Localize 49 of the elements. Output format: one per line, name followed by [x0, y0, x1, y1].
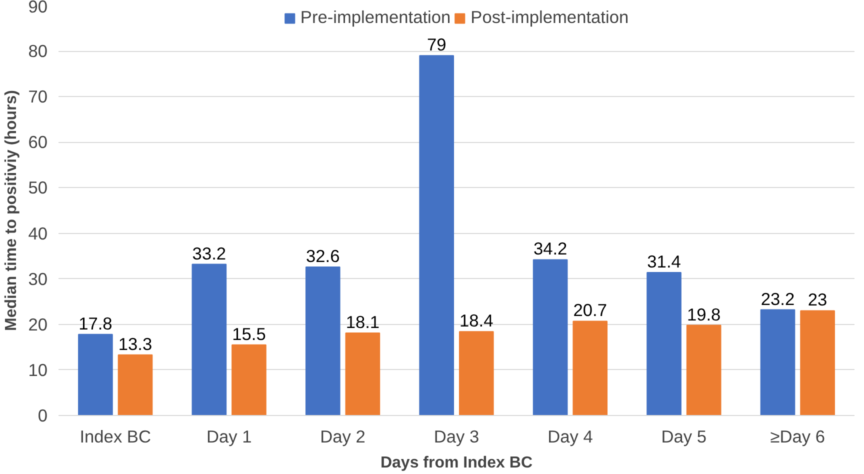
x-tick-label: ≥Day 6	[770, 426, 826, 446]
data-label: 17.8	[78, 313, 112, 334]
data-label: 19.8	[686, 304, 721, 324]
y-tick-label: 60	[28, 132, 48, 152]
x-axis-title: Days from Index BC	[380, 454, 533, 472]
x-tick-label: Day 1	[206, 426, 252, 446]
bar	[118, 354, 153, 416]
data-label: 79	[426, 34, 446, 55]
bar	[419, 55, 454, 416]
data-label: 18.4	[460, 310, 494, 331]
data-label: 18.1	[346, 312, 380, 332]
bar	[232, 344, 266, 416]
data-label: 23	[808, 290, 828, 310]
x-tick-label: Day 3	[434, 426, 480, 446]
bar	[800, 310, 835, 416]
y-tick-label: 40	[28, 223, 48, 244]
data-label: 34.2	[533, 238, 568, 259]
data-label: 31.4	[647, 251, 682, 272]
bar	[345, 332, 380, 416]
bar	[78, 334, 113, 416]
y-tick-label: 0	[38, 406, 48, 426]
y-tick-label: 10	[28, 360, 48, 380]
data-label: 13.3	[118, 334, 152, 354]
y-axis-title: Median time to positiviy (hours)	[3, 90, 20, 331]
legend-label: Post-implementation	[470, 7, 629, 28]
y-tick-label: 80	[28, 41, 48, 62]
x-tick-label: Day 5	[661, 426, 707, 446]
bar	[305, 266, 340, 416]
legend-label: Pre-implementation	[300, 7, 451, 28]
bar	[532, 259, 568, 416]
data-label: 23.2	[760, 288, 795, 309]
y-tick-label: 50	[28, 178, 48, 198]
y-tick-label: 20	[28, 314, 48, 334]
bar	[572, 320, 608, 416]
bar	[760, 309, 796, 416]
x-tick-label: Index BC	[80, 426, 151, 446]
bar	[686, 324, 722, 416]
y-tick-label: 90	[28, 0, 48, 16]
bar	[192, 264, 227, 416]
x-tick-label: Day 4	[548, 426, 594, 446]
data-label: 20.7	[573, 300, 607, 320]
data-label: 33.2	[192, 243, 226, 264]
data-label: 32.6	[306, 246, 340, 266]
y-tick-label: 70	[28, 86, 48, 107]
data-label: 15.5	[232, 324, 266, 344]
x-tick-label: Day 2	[320, 426, 366, 446]
y-tick-label: 30	[28, 268, 48, 289]
bar	[458, 331, 494, 416]
bar	[646, 272, 682, 416]
